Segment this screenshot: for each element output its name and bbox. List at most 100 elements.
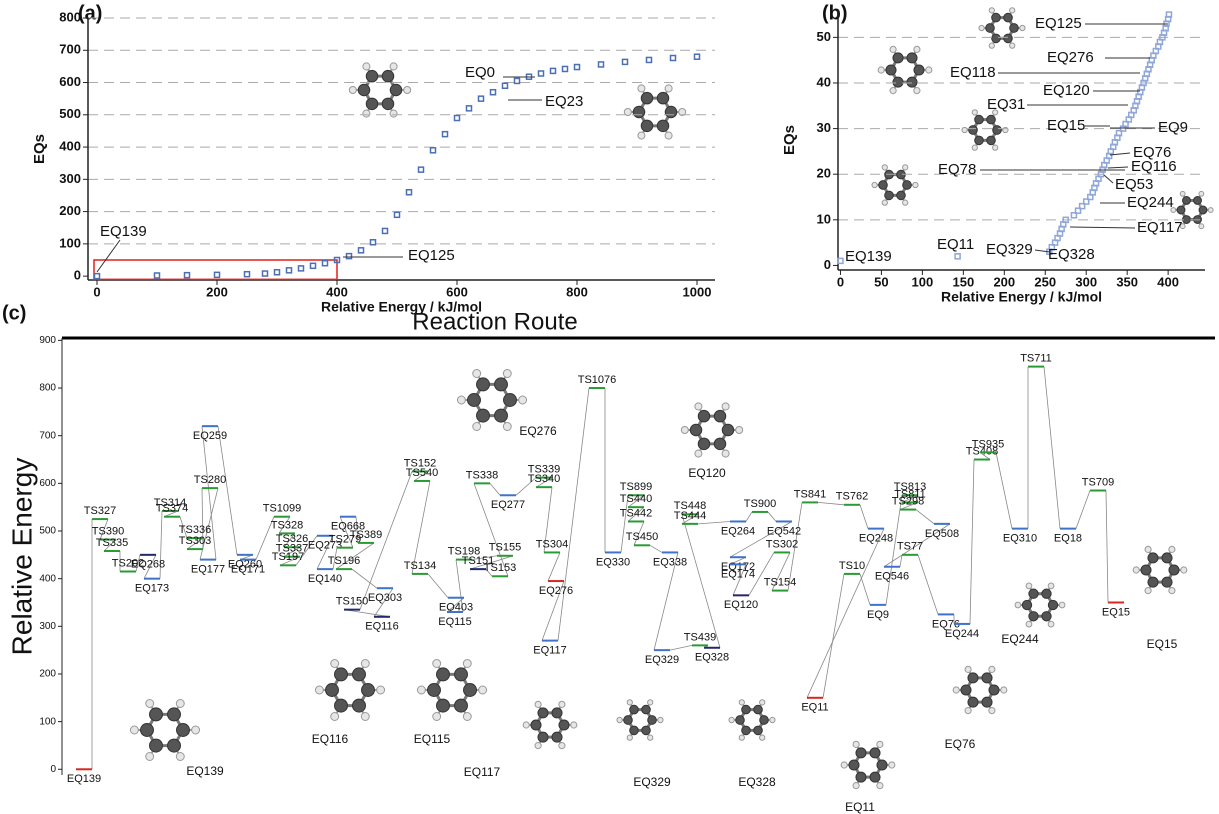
annotation: EQ328 xyxy=(1048,246,1095,263)
carbon xyxy=(879,181,888,190)
y-tick-label: 100 xyxy=(39,716,56,727)
carbon xyxy=(477,378,490,391)
hydrogen xyxy=(681,426,688,433)
hydrogen xyxy=(479,686,487,694)
panel-label: (c) xyxy=(2,302,26,324)
x-tick-label: 300 xyxy=(1075,274,1097,289)
level-label: TS154 xyxy=(764,576,796,588)
molecule xyxy=(1133,546,1187,593)
level-label: TS335 xyxy=(96,537,128,549)
x-tick-label: 50 xyxy=(874,274,888,289)
structure-label: EQ115 xyxy=(414,732,451,746)
hydrogen xyxy=(535,743,541,749)
level-label: EQ140 xyxy=(308,573,342,585)
carbon xyxy=(722,424,734,436)
y-tick-label: 600 xyxy=(39,478,56,489)
molecule xyxy=(681,403,742,457)
annotation: EQ276 xyxy=(1047,49,1094,66)
level-label: TS442 xyxy=(620,507,652,519)
hydrogen xyxy=(361,713,369,721)
level-label: EQ328 xyxy=(695,652,729,664)
annotation: EQ118 xyxy=(950,64,996,81)
carbon xyxy=(742,726,751,735)
hydrogen xyxy=(627,700,632,705)
hydrogen xyxy=(913,182,918,187)
molecule xyxy=(315,660,384,721)
hydrogen xyxy=(877,741,883,747)
carbon xyxy=(366,98,378,110)
level-label: TS10 xyxy=(839,560,865,572)
carbon xyxy=(531,720,541,730)
level-label: TS439 xyxy=(684,631,716,643)
level-label: EQ508 xyxy=(925,528,959,540)
hydrogen xyxy=(760,735,765,740)
carbon xyxy=(736,716,745,725)
hydrogen xyxy=(130,726,138,734)
hydrogen xyxy=(390,110,397,117)
level-label: TS709 xyxy=(1082,476,1114,488)
hydrogen xyxy=(463,713,471,721)
hydrogen xyxy=(638,132,645,139)
level-label: EQ9 xyxy=(867,609,889,621)
data-point xyxy=(515,78,520,83)
carbon xyxy=(335,668,348,681)
hydrogen xyxy=(658,717,663,722)
level-label: EQ264 xyxy=(721,525,755,537)
level-label: TS155 xyxy=(489,542,521,554)
carbon xyxy=(760,716,769,725)
carbon xyxy=(642,705,651,714)
x-tick-label: 0 xyxy=(837,274,844,289)
hydrogen xyxy=(519,396,527,404)
carbon xyxy=(1048,600,1057,609)
annotation: EQ125 xyxy=(1035,15,1082,32)
data-point xyxy=(155,273,160,278)
carbon xyxy=(1029,612,1038,621)
carbon xyxy=(877,760,887,770)
hydrogen xyxy=(503,370,511,378)
carbon xyxy=(986,24,995,33)
carbon xyxy=(914,65,924,75)
data-point xyxy=(563,66,568,71)
hydrogen xyxy=(889,762,895,768)
level-label: EQ330 xyxy=(596,556,630,568)
annotation: EQ329 xyxy=(986,241,1033,258)
carbon xyxy=(559,720,569,730)
route-link xyxy=(860,505,868,529)
data-point xyxy=(347,254,352,259)
y-tick-label: 0 xyxy=(50,764,56,775)
hydrogen xyxy=(627,735,632,740)
y-tick-label: 800 xyxy=(59,9,81,24)
structure-label: EQ11 xyxy=(845,800,875,814)
route-link xyxy=(344,610,390,617)
level-label: TS280 xyxy=(194,474,226,486)
hydrogen xyxy=(1010,8,1015,13)
y-tick-label: 900 xyxy=(39,335,56,346)
hydrogen xyxy=(882,165,887,170)
hydrogen xyxy=(1133,567,1139,573)
carbon xyxy=(552,732,562,742)
x-tick-label: 100 xyxy=(912,274,934,289)
level-label: EQ18 xyxy=(1054,533,1082,545)
level-label: EQ259 xyxy=(193,430,227,442)
data-point xyxy=(955,254,960,259)
chart-title: Reaction Route xyxy=(412,308,577,335)
level-label: TS340 xyxy=(528,473,560,485)
y-tick-label: 700 xyxy=(39,430,56,441)
level-label: TS540 xyxy=(406,467,438,479)
hydrogen xyxy=(903,165,908,170)
y-tick-label: 800 xyxy=(39,383,56,394)
data-point xyxy=(647,57,652,62)
carbon xyxy=(1029,589,1038,598)
level-label: TS1076 xyxy=(578,374,617,386)
data-point xyxy=(575,65,580,70)
hydrogen xyxy=(390,63,397,70)
level-label: TS303 xyxy=(179,535,211,547)
route-link xyxy=(428,574,448,598)
carbon xyxy=(495,378,508,391)
hydrogen xyxy=(192,726,200,734)
y-tick-label: 20 xyxy=(817,166,831,181)
hydrogen xyxy=(1181,567,1187,573)
level-label: EQ546 xyxy=(875,571,909,583)
route-link xyxy=(916,510,934,524)
route-link xyxy=(682,514,720,647)
